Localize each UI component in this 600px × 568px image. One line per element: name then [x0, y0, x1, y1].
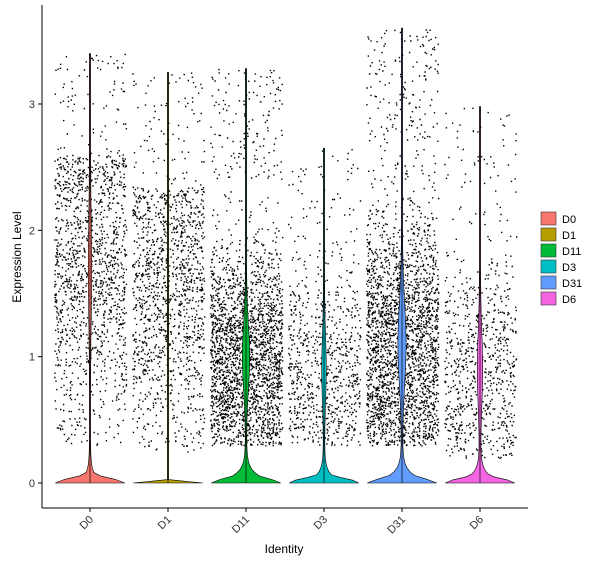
legend-label-D31: D31: [562, 278, 582, 290]
x-tick-label-D0: D0: [78, 514, 96, 532]
y-tick-label-1: 1: [29, 352, 35, 364]
legend-key-D6: [540, 291, 557, 306]
legend-label-D1: D1: [562, 230, 576, 242]
legend-label-D11: D11: [562, 246, 581, 258]
x-tick-label-D31: D31: [385, 514, 408, 537]
violin-D3: [289, 147, 359, 484]
jitter-points-D31: [366, 29, 440, 447]
violin-D31: [367, 27, 437, 484]
x-tick-label-D1: D1: [156, 514, 174, 532]
violin-D6: [445, 106, 515, 484]
legend-key-D0: [540, 211, 557, 226]
y-axis-title: Expression Level: [10, 211, 24, 302]
y-tick-label-2: 2: [29, 225, 35, 237]
jitter-points-D11: [210, 68, 284, 447]
violin-D0: [55, 53, 125, 484]
legend-key-D31: [540, 275, 557, 290]
y-tick-label-0: 0: [29, 478, 35, 490]
legend-label-D6: D6: [562, 294, 576, 306]
legend-label-D3: D3: [562, 262, 576, 274]
x-tick-label-D6: D6: [468, 514, 486, 532]
violin-D1: [133, 72, 203, 484]
legend-key-D1: [540, 227, 557, 242]
legend-key-D3: [540, 259, 557, 274]
violins-layer: [55, 27, 515, 484]
jitter-points-D1: [132, 72, 206, 453]
legend-label-D0: D0: [562, 214, 576, 226]
y-tick-label-3: 3: [29, 99, 35, 111]
x-axis-title: Identity: [265, 542, 304, 556]
violin-D11: [211, 68, 281, 484]
x-tick-label-D11: D11: [230, 514, 252, 536]
jitter-points-layer: [54, 29, 518, 460]
legend: D0 D1 D11 D3 D31 D6: [540, 211, 582, 306]
legend-key-D11: [540, 243, 557, 258]
x-tick-label-D3: D3: [312, 514, 330, 532]
